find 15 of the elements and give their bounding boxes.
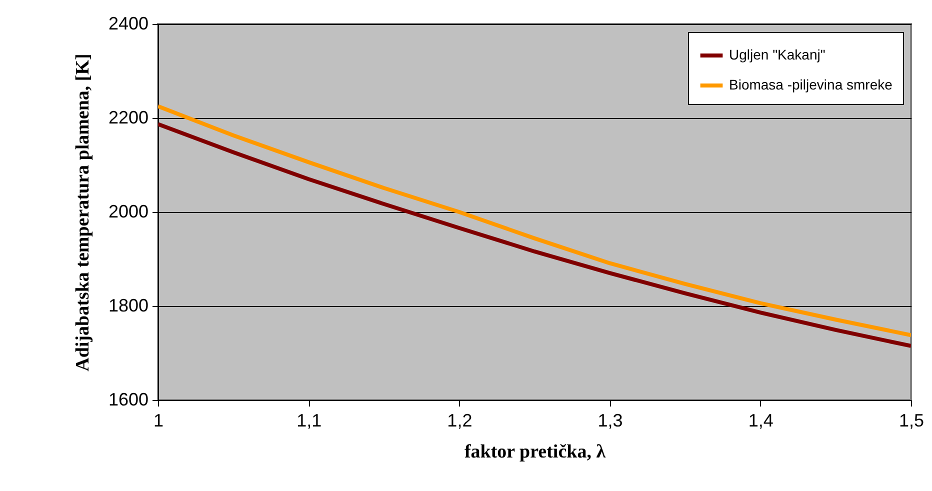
legend-label: Biomasa -piljevina smreke: [729, 76, 893, 92]
x-tick-label: 1,5: [898, 410, 924, 430]
x-axis-title: faktor pretička, λ: [464, 442, 606, 462]
y-tick-label: 2000: [108, 202, 148, 222]
x-tick-label: 1,1: [296, 410, 322, 430]
y-tick-label: 2400: [108, 14, 148, 34]
x-tick-label: 1,4: [748, 410, 774, 430]
y-axis-title: Adijabatska temperatura plamena, [K]: [72, 54, 94, 372]
x-tick-label: 1,2: [447, 410, 472, 430]
y-tick-label: 1600: [108, 390, 148, 410]
x-tick-label: 1,3: [598, 410, 623, 430]
y-tick-label: 1800: [108, 296, 148, 316]
x-tick-label: 1: [153, 410, 164, 430]
y-tick-label: 2200: [108, 108, 148, 128]
legend-label: Ugljen "Kakanj": [729, 46, 826, 62]
